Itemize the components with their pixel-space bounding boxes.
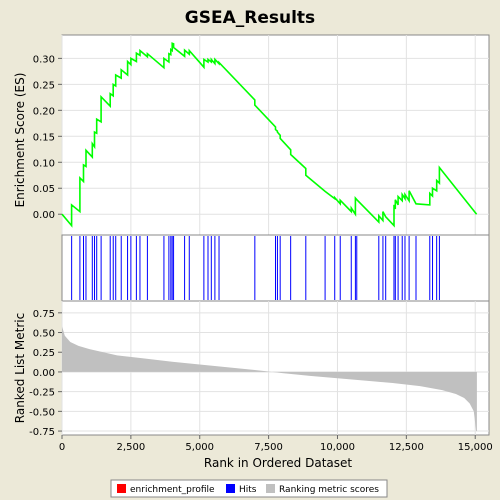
metric-y-tick-label: -0.25 bbox=[29, 388, 55, 399]
enrichment-panel: 0.00 0.05 0.10 0.15 0.20 0.25 0.30 Enrichment … bbox=[13, 34, 490, 236]
x-tick-label: 0 bbox=[59, 442, 65, 453]
metric-y-tick-label: 0.25 bbox=[33, 348, 55, 359]
metric-panel: 0.75 0.50 0.25 0.00 -0.25 -0.50 -0.75 Ranked L… bbox=[13, 300, 490, 438]
es-y-tick-label: 0.15 bbox=[33, 132, 55, 143]
metric-y-tick-label: -0.50 bbox=[29, 407, 55, 418]
enrichment-profile-line bbox=[61, 42, 478, 228]
es-y-tick-label: 0.25 bbox=[33, 80, 55, 91]
x-tick-label: 12,500 bbox=[389, 442, 424, 453]
legend-box bbox=[110, 479, 388, 498]
legend: enrichment_profile Hits Ranking metric s… bbox=[110, 479, 388, 498]
es-y-tick-label: 0.05 bbox=[33, 184, 55, 195]
x-tick-label: 15,000 bbox=[458, 442, 493, 453]
legend-label-hits: Hits bbox=[239, 485, 257, 495]
es-y-tick-label: 0.30 bbox=[33, 54, 55, 65]
metric-y-tick-label: 0.50 bbox=[33, 329, 55, 340]
enrichment-y-label: Enrichment Score (ES) bbox=[13, 73, 27, 208]
es-y-tick-label: 0.10 bbox=[33, 158, 55, 169]
x-tick-label: 5,000 bbox=[185, 442, 214, 453]
legend-swatch-metric bbox=[266, 484, 275, 493]
hits-panel bbox=[61, 234, 490, 302]
ranked-metric-area bbox=[62, 326, 477, 432]
enrichment-plot-area bbox=[61, 34, 490, 236]
es-y-tick-label: 0.20 bbox=[33, 106, 55, 117]
metric-y-tick-label: -0.75 bbox=[29, 427, 55, 438]
metric-y-tick-label: 0.00 bbox=[33, 368, 55, 379]
es-y-tick-label: 0.00 bbox=[33, 210, 55, 221]
x-tick-label: 10,000 bbox=[320, 442, 355, 453]
x-axis: 0 2,500 5,000 7,500 10,000 12,500 15,000 bbox=[59, 435, 493, 453]
legend-label-enrichment: enrichment_profile bbox=[130, 485, 215, 495]
legend-label-metric: Ranking metric scores bbox=[279, 485, 379, 495]
legend-swatch-enrichment bbox=[117, 484, 126, 493]
x-tick-label: 2,500 bbox=[117, 442, 146, 453]
chart-title: GSEA_Results bbox=[185, 8, 315, 28]
x-axis-label: Rank in Ordered Dataset bbox=[204, 456, 352, 470]
x-tick-label: 7,500 bbox=[254, 442, 283, 453]
legend-swatch-hits bbox=[226, 484, 235, 493]
metric-y-label: Ranked List Metric bbox=[13, 313, 27, 423]
metric-y-tick-label: 0.75 bbox=[33, 309, 55, 320]
